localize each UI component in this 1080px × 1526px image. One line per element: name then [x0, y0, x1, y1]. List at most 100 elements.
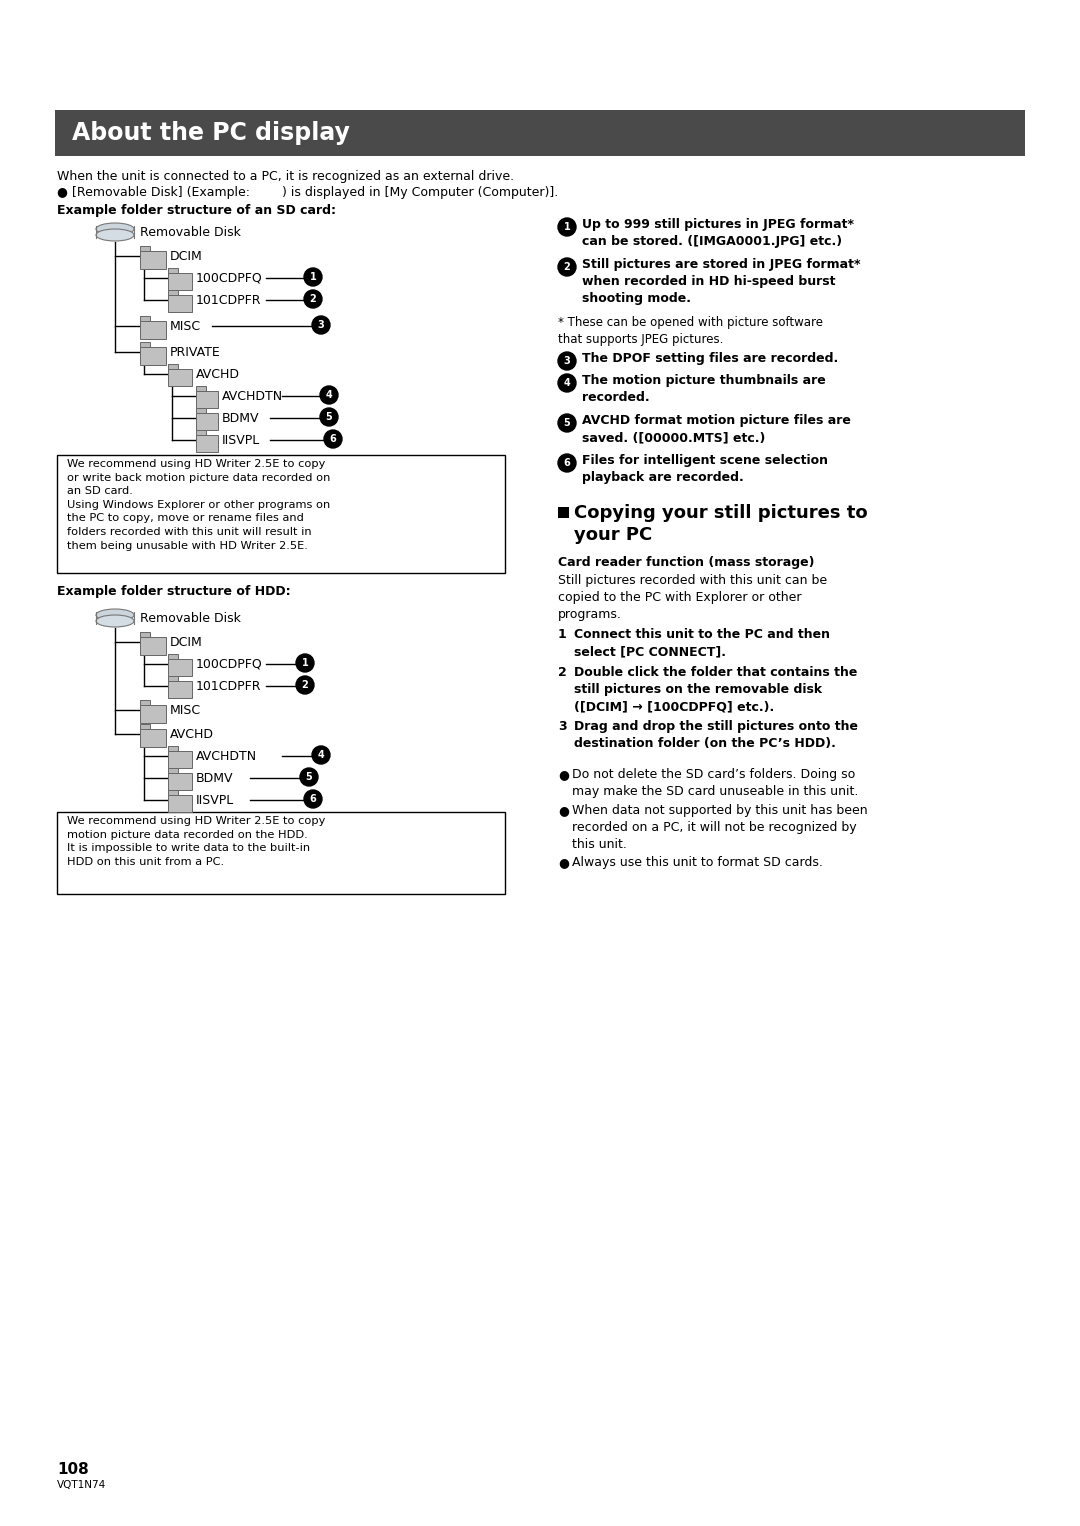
FancyBboxPatch shape — [168, 676, 178, 681]
Text: 5: 5 — [564, 418, 570, 427]
FancyBboxPatch shape — [57, 812, 505, 894]
Circle shape — [320, 386, 338, 404]
FancyBboxPatch shape — [140, 246, 150, 250]
Text: Do not delete the SD card’s folders. Doing so
may make the SD card unuseable in : Do not delete the SD card’s folders. Doi… — [572, 768, 859, 798]
Text: The motion picture thumbnails are
recorded.: The motion picture thumbnails are record… — [582, 374, 826, 404]
Text: 4: 4 — [326, 391, 333, 400]
Text: 100CDPFQ: 100CDPFQ — [195, 272, 262, 284]
Text: 108: 108 — [57, 1462, 89, 1477]
FancyBboxPatch shape — [140, 705, 166, 723]
FancyBboxPatch shape — [140, 250, 166, 269]
Text: Double click the folder that contains the
still pictures on the removable disk
(: Double click the folder that contains th… — [573, 665, 858, 713]
Text: MISC: MISC — [170, 703, 201, 717]
FancyBboxPatch shape — [168, 655, 178, 659]
FancyBboxPatch shape — [57, 455, 505, 572]
Text: We recommend using HD Writer 2.5E to copy
or write back motion picture data reco: We recommend using HD Writer 2.5E to cop… — [67, 459, 330, 551]
FancyBboxPatch shape — [168, 746, 178, 751]
FancyBboxPatch shape — [195, 435, 218, 452]
Text: Still pictures are stored in JPEG format*
when recorded in HD hi-speed burst
sho: Still pictures are stored in JPEG format… — [582, 258, 861, 305]
Circle shape — [324, 430, 342, 449]
FancyBboxPatch shape — [195, 391, 218, 407]
Ellipse shape — [96, 615, 134, 627]
Text: 5: 5 — [326, 412, 333, 423]
Text: When data not supported by this unit has been
recorded on a PC, it will not be r: When data not supported by this unit has… — [572, 804, 867, 852]
Text: BDMV: BDMV — [222, 412, 259, 424]
Text: 1: 1 — [310, 272, 316, 282]
Text: 2: 2 — [310, 295, 316, 304]
FancyBboxPatch shape — [140, 316, 150, 320]
Text: 4: 4 — [564, 378, 570, 388]
Text: We recommend using HD Writer 2.5E to copy
motion picture data recorded on the HD: We recommend using HD Writer 2.5E to cop… — [67, 816, 325, 867]
FancyBboxPatch shape — [168, 269, 178, 273]
Text: MISC: MISC — [170, 319, 201, 333]
Text: PRIVATE: PRIVATE — [170, 345, 220, 359]
Text: 2: 2 — [301, 681, 309, 690]
Text: Connect this unit to the PC and then
select [PC CONNECT].: Connect this unit to the PC and then sel… — [573, 629, 831, 658]
Text: 101CDPFR: 101CDPFR — [195, 293, 261, 307]
Circle shape — [558, 353, 576, 369]
Text: 6: 6 — [564, 458, 570, 468]
FancyBboxPatch shape — [140, 636, 166, 655]
Text: ●: ● — [558, 804, 569, 816]
Text: DCIM: DCIM — [170, 635, 203, 649]
Text: 101CDPFR: 101CDPFR — [195, 679, 261, 693]
FancyBboxPatch shape — [140, 346, 166, 365]
Text: Still pictures recorded with this unit can be
copied to the PC with Explorer or : Still pictures recorded with this unit c… — [558, 574, 827, 621]
FancyBboxPatch shape — [140, 700, 150, 705]
Circle shape — [303, 290, 322, 308]
Circle shape — [303, 790, 322, 807]
Circle shape — [303, 269, 322, 285]
FancyBboxPatch shape — [168, 795, 192, 812]
FancyBboxPatch shape — [168, 295, 192, 311]
Text: DCIM: DCIM — [170, 249, 203, 262]
FancyBboxPatch shape — [168, 659, 192, 676]
Text: Card reader function (mass storage): Card reader function (mass storage) — [558, 555, 814, 569]
Text: When the unit is connected to a PC, it is recognized as an external drive.: When the unit is connected to a PC, it i… — [57, 169, 514, 183]
Text: Example folder structure of HDD:: Example folder structure of HDD: — [57, 584, 291, 598]
Ellipse shape — [96, 223, 134, 235]
FancyBboxPatch shape — [168, 290, 178, 295]
FancyBboxPatch shape — [140, 320, 166, 339]
Text: * These can be opened with picture software
that supports JPEG pictures.: * These can be opened with picture softw… — [558, 316, 823, 346]
FancyBboxPatch shape — [168, 273, 192, 290]
Text: Always use this unit to format SD cards.: Always use this unit to format SD cards. — [572, 856, 823, 868]
Text: Removable Disk: Removable Disk — [140, 612, 241, 624]
Text: AVCHD: AVCHD — [170, 728, 214, 740]
Text: 4: 4 — [318, 749, 324, 760]
Ellipse shape — [96, 229, 134, 241]
FancyBboxPatch shape — [140, 342, 150, 346]
Text: 3: 3 — [558, 720, 567, 732]
FancyBboxPatch shape — [195, 414, 218, 430]
Text: Up to 999 still pictures in JPEG format*
can be stored. ([IMGA0001.JPG] etc.): Up to 999 still pictures in JPEG format*… — [582, 218, 854, 249]
Text: AVCHDTN: AVCHDTN — [222, 389, 283, 403]
Circle shape — [296, 655, 314, 671]
Circle shape — [312, 746, 330, 765]
Text: 2: 2 — [558, 665, 567, 679]
Text: 1: 1 — [564, 221, 570, 232]
Circle shape — [320, 407, 338, 426]
Circle shape — [558, 218, 576, 237]
Text: AVCHDTN: AVCHDTN — [195, 749, 257, 763]
Text: Files for intelligent scene selection
playback are recorded.: Files for intelligent scene selection pl… — [582, 455, 828, 484]
FancyBboxPatch shape — [140, 632, 150, 636]
FancyBboxPatch shape — [168, 681, 192, 697]
Text: 5: 5 — [306, 772, 312, 781]
Text: Removable Disk: Removable Disk — [140, 226, 241, 238]
Text: 6: 6 — [310, 794, 316, 804]
Text: Drag and drop the still pictures onto the
destination folder (on the PC’s HDD).: Drag and drop the still pictures onto th… — [573, 720, 858, 749]
Text: 100CDPFQ: 100CDPFQ — [195, 658, 262, 670]
Text: About the PC display: About the PC display — [72, 121, 350, 145]
Circle shape — [300, 768, 318, 786]
FancyBboxPatch shape — [140, 729, 166, 748]
FancyBboxPatch shape — [195, 430, 206, 435]
FancyBboxPatch shape — [195, 407, 206, 414]
Text: IISVPL: IISVPL — [222, 433, 260, 447]
Text: ● [Removable Disk] (Example:        ) is displayed in [My Computer (Computer)].: ● [Removable Disk] (Example: ) is displa… — [57, 186, 558, 198]
Circle shape — [558, 414, 576, 432]
FancyBboxPatch shape — [168, 369, 192, 386]
Circle shape — [558, 455, 576, 472]
FancyBboxPatch shape — [558, 507, 569, 517]
Text: AVCHD format motion picture files are
saved. ([00000.MTS] etc.): AVCHD format motion picture files are sa… — [582, 414, 851, 444]
Text: Example folder structure of an SD card:: Example folder structure of an SD card: — [57, 204, 336, 217]
Text: BDMV: BDMV — [195, 772, 233, 784]
